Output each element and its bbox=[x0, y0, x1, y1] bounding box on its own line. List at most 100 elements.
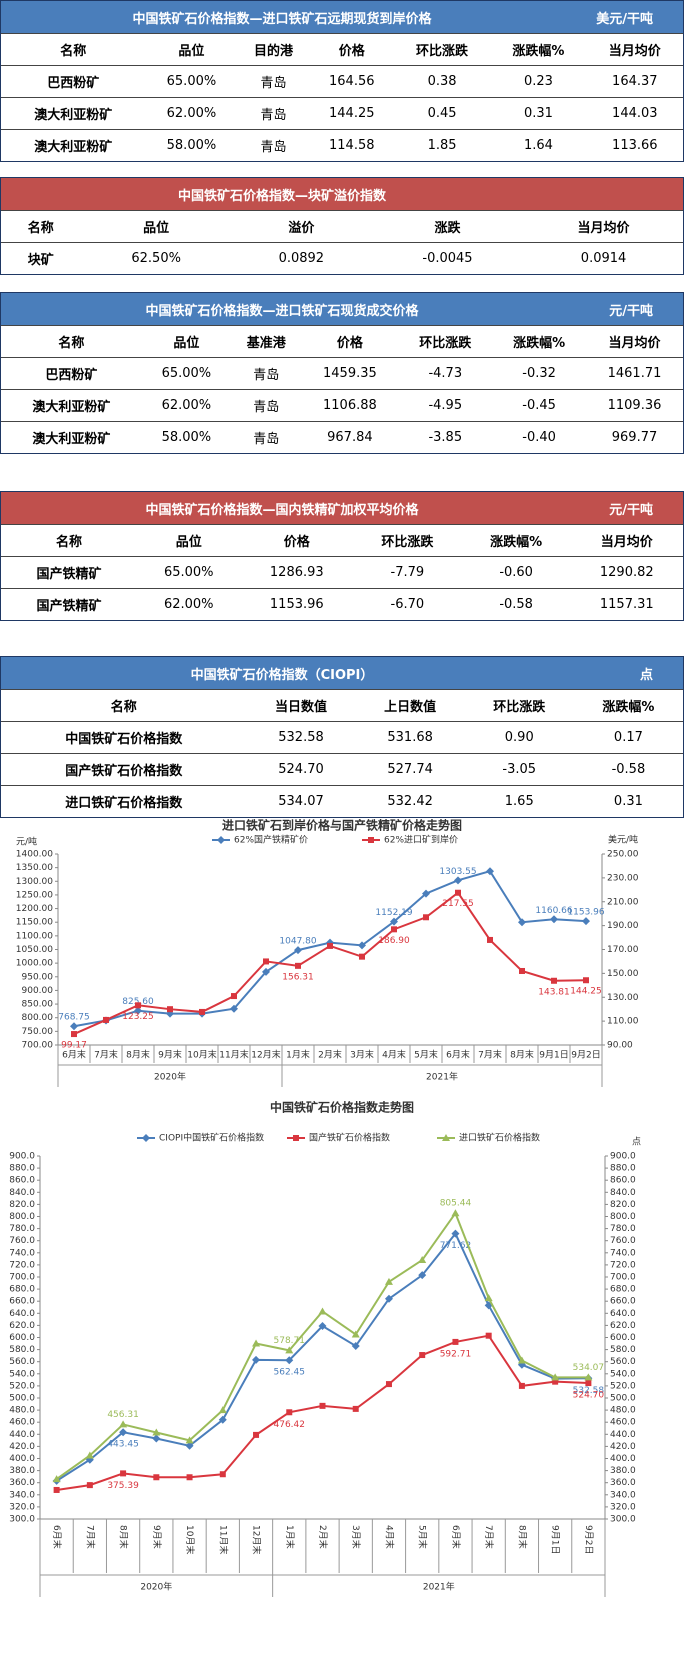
table-block: 中国铁矿石价格指数—进口铁矿石现货成交价格 元/干吨 名称 品位 基准港 价格 环比涨跌 涨跌… bbox=[0, 292, 684, 454]
table-unit: 元/干吨 bbox=[609, 303, 653, 319]
value-label: 592.71 bbox=[440, 1349, 472, 1359]
y-tick-label: 840.0 bbox=[9, 1188, 35, 1198]
x-group-label: 2021年 bbox=[423, 1581, 455, 1593]
marker bbox=[442, 1134, 450, 1141]
y-tick-label: 800.0 bbox=[9, 1212, 35, 1222]
x-tick-label: 10月末 bbox=[184, 1525, 196, 1554]
y2-tick-label: 230.00 bbox=[607, 873, 639, 883]
cell: 534.07 bbox=[246, 785, 356, 817]
y-tick-label: 620.0 bbox=[9, 1321, 35, 1331]
table-title: 中国铁矿石价格指数—块矿溢价指数 bbox=[177, 188, 386, 204]
y2-tick-label: 150.00 bbox=[607, 969, 639, 979]
y-tick-label: 400.0 bbox=[9, 1454, 35, 1464]
marker bbox=[295, 962, 301, 969]
marker bbox=[231, 993, 237, 1000]
marker bbox=[519, 967, 525, 974]
marker bbox=[152, 1428, 161, 1436]
marker bbox=[517, 1360, 526, 1369]
y-tick-label: 300.0 bbox=[9, 1515, 35, 1525]
cell: 65.00% bbox=[136, 556, 241, 589]
marker bbox=[518, 1382, 525, 1389]
column-header: 名称 bbox=[1, 33, 146, 66]
cell: 0.23 bbox=[490, 65, 587, 98]
marker bbox=[384, 1277, 393, 1285]
marker bbox=[230, 1004, 238, 1013]
cell: 澳大利亚粉矿 bbox=[1, 129, 146, 161]
column-header: 价格 bbox=[301, 325, 399, 358]
table-title: 中国铁矿石价格指数—进口铁矿石远期现货到岸价格 bbox=[132, 11, 432, 27]
column-header: 涨跌幅% bbox=[573, 689, 683, 722]
row: 国产铁精矿 62.00% 1153.96 -6.70 -0.58 1157.31 bbox=[1, 588, 683, 620]
marker bbox=[119, 1428, 128, 1437]
cell: 青岛 bbox=[237, 129, 310, 161]
y-tick-label: 520.0 bbox=[9, 1381, 35, 1391]
value-label: 524.70 bbox=[573, 1391, 605, 1401]
cell: 164.56 bbox=[309, 65, 394, 98]
x-tick-label: 7月末 bbox=[483, 1525, 495, 1549]
table: 名称 当日数值 上日数值 环比涨跌 涨跌幅% 中国铁矿石价格指数 532.58 531.68 0… bbox=[1, 689, 683, 817]
value-label: 1160.66 bbox=[535, 906, 572, 916]
y-tick-label: 380.0 bbox=[9, 1466, 35, 1476]
marker bbox=[152, 1434, 161, 1443]
y2-tick-label: 420.0 bbox=[610, 1442, 636, 1452]
column-header: 价格 bbox=[240, 524, 353, 557]
table: 名称 品位 基准港 价格 环比涨跌 涨跌幅% 当月均价 巴西粉矿 65.00% 青岛 1459.35… bbox=[1, 325, 683, 453]
y2-tick-label: 700.0 bbox=[610, 1273, 636, 1283]
row: 澳大利亚粉矿 62.00% 青岛 1106.88 -4.95 -0.45 1109.36 bbox=[1, 389, 683, 422]
x-tick-label: 9月末 bbox=[151, 1525, 163, 1549]
x-tick-label: 5月末 bbox=[417, 1525, 429, 1549]
marker bbox=[455, 889, 461, 896]
y2-tick-label: 660.0 bbox=[610, 1297, 636, 1307]
column-header: 涨跌 bbox=[370, 210, 525, 243]
x-tick-label: 4月末 bbox=[382, 1049, 406, 1061]
table-header: 中国铁矿石价格指数—块矿溢价指数 bbox=[1, 178, 683, 210]
y2-tick-label: 760.0 bbox=[610, 1236, 636, 1246]
marker bbox=[153, 1474, 160, 1481]
marker bbox=[418, 1256, 427, 1264]
table-header: 中国铁矿石价格指数（CIOPI） 点 bbox=[1, 657, 683, 689]
column-header: 涨跌幅% bbox=[490, 33, 587, 66]
cell: 国产铁矿石价格指数 bbox=[1, 753, 247, 786]
marker bbox=[584, 1373, 593, 1381]
value-label: 443.45 bbox=[107, 1440, 139, 1450]
row: 巴西粉矿 65.00% 青岛 1459.35 -4.73 -0.32 1461.71 bbox=[1, 357, 683, 390]
header-row: 名称 当日数值 上日数值 环比涨跌 涨跌幅% bbox=[1, 689, 683, 722]
y2-tick-label: 480.0 bbox=[610, 1406, 636, 1416]
value-label: 144.25 bbox=[570, 987, 602, 997]
cell: 国产铁精矿 bbox=[1, 556, 137, 589]
cell: 青岛 bbox=[231, 357, 302, 390]
y2-tick-label: 130.00 bbox=[607, 993, 639, 1003]
marker bbox=[418, 1271, 427, 1280]
y2-tick-label: 500.0 bbox=[610, 1394, 636, 1404]
column-header: 当月均价 bbox=[524, 210, 683, 243]
cell: 1109.36 bbox=[586, 389, 683, 422]
value-label: 456.31 bbox=[107, 1410, 139, 1420]
y2-tick-label: 840.0 bbox=[610, 1188, 636, 1198]
marker bbox=[293, 1135, 299, 1141]
y-tick-label: 340.0 bbox=[9, 1490, 35, 1500]
cell: 65.00% bbox=[145, 65, 238, 98]
row: 澳大利亚粉矿 58.00% 青岛 967.84 -3.85 -0.40 969.77 bbox=[1, 421, 683, 453]
cell: 1459.35 bbox=[301, 357, 399, 390]
y2-tick-label: 620.0 bbox=[610, 1321, 636, 1331]
marker bbox=[422, 889, 430, 898]
cell: -7.79 bbox=[353, 556, 462, 589]
y-tick-label: 700.00 bbox=[22, 1041, 54, 1051]
y2-tick-label: 400.0 bbox=[610, 1454, 636, 1464]
cell: 澳大利亚粉矿 bbox=[1, 389, 142, 422]
column-header: 溢价 bbox=[231, 210, 371, 243]
cell: 144.03 bbox=[586, 97, 683, 130]
column-header: 环比涨跌 bbox=[393, 33, 491, 66]
y2-axis-label: 美元/吨 bbox=[608, 834, 638, 846]
marker bbox=[390, 917, 398, 926]
y2-axis-label: 点 bbox=[632, 1137, 641, 1148]
chart-title: 进口铁矿石到岸价格与国产铁精矿价格走势图 bbox=[222, 818, 462, 833]
marker bbox=[485, 1332, 492, 1339]
y2-tick-label: 190.00 bbox=[607, 921, 639, 931]
value-label: 771.62 bbox=[440, 1241, 472, 1251]
marker bbox=[71, 1031, 77, 1038]
y-tick-label: 480.0 bbox=[9, 1406, 35, 1416]
value-label: 1303.55 bbox=[439, 867, 476, 877]
y-tick-label: 750.00 bbox=[22, 1027, 54, 1037]
y2-tick-label: 780.0 bbox=[610, 1224, 636, 1234]
